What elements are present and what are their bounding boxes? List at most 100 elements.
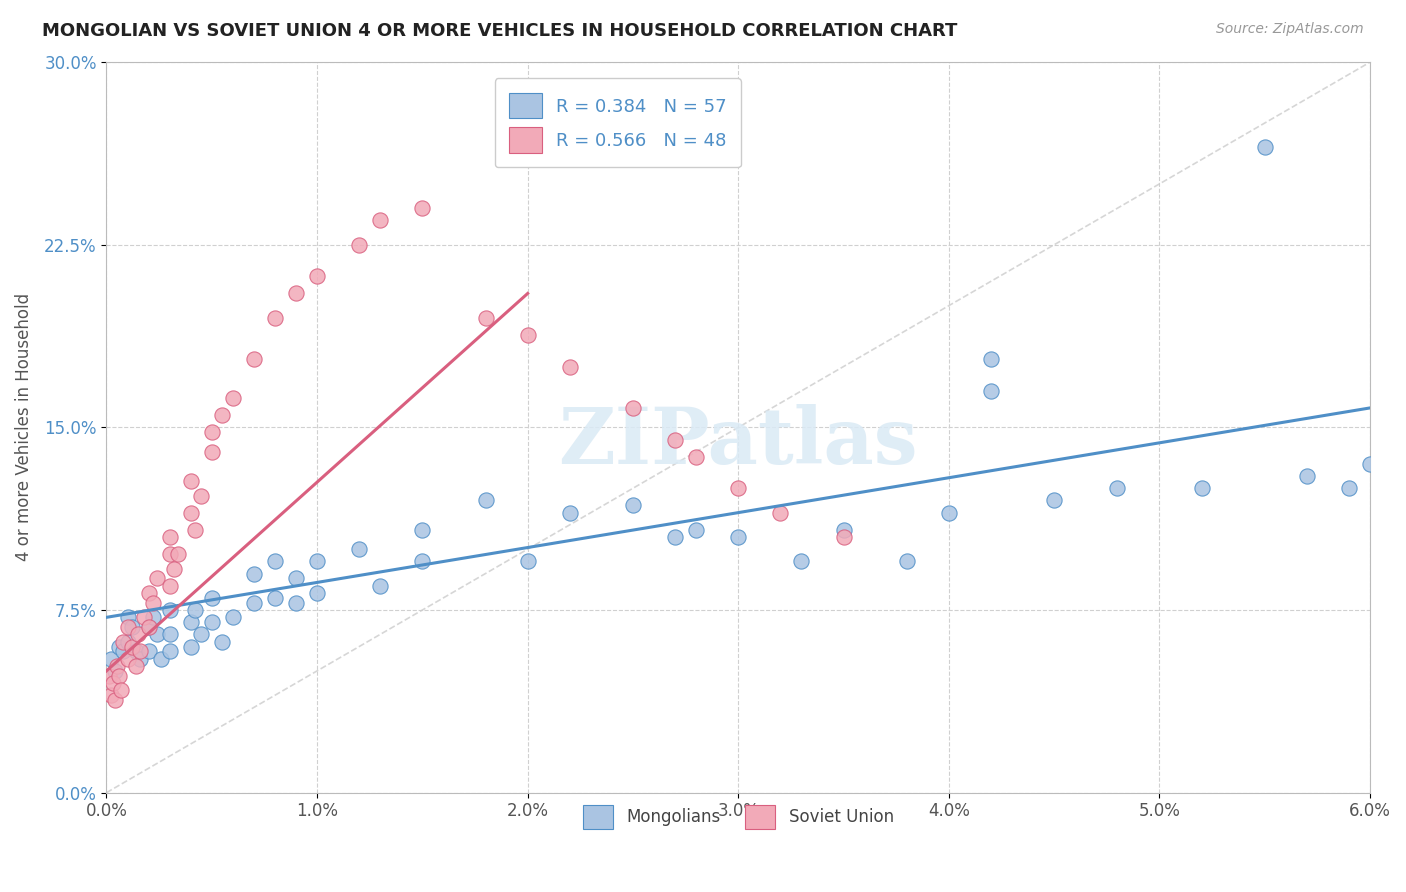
Point bbox=[211, 408, 233, 422]
Point bbox=[685, 523, 707, 537]
Point bbox=[167, 547, 190, 561]
Legend: Mongolians, Soviet Union: Mongolians, Soviet Union bbox=[576, 798, 900, 836]
Point bbox=[621, 499, 644, 513]
Point bbox=[938, 506, 960, 520]
Text: Source: ZipAtlas.com: Source: ZipAtlas.com bbox=[1216, 22, 1364, 37]
Point bbox=[138, 620, 160, 634]
Point bbox=[146, 627, 169, 641]
Point bbox=[411, 523, 433, 537]
Point bbox=[285, 596, 308, 610]
Point bbox=[368, 213, 391, 227]
Point bbox=[474, 310, 496, 325]
Point bbox=[243, 352, 266, 367]
Point bbox=[159, 547, 181, 561]
Point bbox=[110, 683, 132, 698]
Point bbox=[159, 530, 181, 544]
Point bbox=[121, 640, 143, 654]
Point bbox=[104, 693, 127, 707]
Point bbox=[368, 579, 391, 593]
Point bbox=[980, 352, 1002, 367]
Point bbox=[727, 530, 749, 544]
Point bbox=[201, 444, 224, 458]
Point bbox=[222, 610, 245, 624]
Point bbox=[190, 627, 212, 641]
Point bbox=[129, 644, 152, 658]
Point bbox=[790, 554, 813, 568]
Point bbox=[117, 610, 139, 624]
Point bbox=[112, 634, 135, 648]
Point bbox=[1254, 140, 1277, 154]
Point bbox=[264, 591, 287, 605]
Point bbox=[558, 359, 581, 374]
Point bbox=[105, 659, 128, 673]
Point bbox=[112, 644, 135, 658]
Point bbox=[117, 634, 139, 648]
Point bbox=[411, 554, 433, 568]
Point bbox=[307, 586, 329, 600]
Point bbox=[285, 286, 308, 301]
Point bbox=[146, 571, 169, 585]
Point bbox=[104, 664, 127, 678]
Point bbox=[474, 493, 496, 508]
Point bbox=[1043, 493, 1066, 508]
Point bbox=[180, 640, 202, 654]
Point bbox=[129, 651, 152, 665]
Point bbox=[134, 610, 156, 624]
Point bbox=[621, 401, 644, 415]
Point bbox=[201, 591, 224, 605]
Point bbox=[125, 659, 148, 673]
Point bbox=[127, 627, 149, 641]
Point bbox=[138, 620, 160, 634]
Point bbox=[980, 384, 1002, 398]
Point bbox=[211, 634, 233, 648]
Point bbox=[142, 596, 165, 610]
Point bbox=[180, 474, 202, 488]
Point bbox=[307, 269, 329, 284]
Point bbox=[97, 669, 120, 683]
Point bbox=[896, 554, 918, 568]
Point bbox=[159, 579, 181, 593]
Point bbox=[180, 506, 202, 520]
Text: MONGOLIAN VS SOVIET UNION 4 OR MORE VEHICLES IN HOUSEHOLD CORRELATION CHART: MONGOLIAN VS SOVIET UNION 4 OR MORE VEHI… bbox=[42, 22, 957, 40]
Point bbox=[150, 651, 173, 665]
Point bbox=[159, 603, 181, 617]
Point bbox=[138, 644, 160, 658]
Point bbox=[138, 586, 160, 600]
Point bbox=[117, 651, 139, 665]
Point bbox=[516, 327, 538, 342]
Point bbox=[285, 571, 308, 585]
Y-axis label: 4 or more Vehicles in Household: 4 or more Vehicles in Household bbox=[15, 293, 32, 561]
Point bbox=[201, 615, 224, 630]
Point bbox=[121, 620, 143, 634]
Point bbox=[159, 627, 181, 641]
Point bbox=[411, 201, 433, 215]
Point bbox=[1337, 481, 1360, 495]
Point bbox=[180, 615, 202, 630]
Point bbox=[516, 554, 538, 568]
Point bbox=[664, 433, 686, 447]
Point bbox=[264, 554, 287, 568]
Point bbox=[832, 523, 855, 537]
Point bbox=[347, 542, 370, 557]
Point bbox=[264, 310, 287, 325]
Point bbox=[108, 640, 131, 654]
Point bbox=[184, 603, 207, 617]
Point bbox=[184, 523, 207, 537]
Point bbox=[347, 237, 370, 252]
Point bbox=[142, 610, 165, 624]
Point bbox=[307, 554, 329, 568]
Point bbox=[1296, 469, 1319, 483]
Point bbox=[769, 506, 792, 520]
Point bbox=[117, 620, 139, 634]
Point bbox=[100, 651, 122, 665]
Point bbox=[664, 530, 686, 544]
Point bbox=[1107, 481, 1129, 495]
Point bbox=[201, 425, 224, 440]
Point bbox=[190, 489, 212, 503]
Point bbox=[163, 561, 186, 575]
Point bbox=[101, 676, 124, 690]
Text: ZIPatlas: ZIPatlas bbox=[558, 404, 918, 480]
Point bbox=[685, 450, 707, 464]
Point bbox=[727, 481, 749, 495]
Point bbox=[243, 566, 266, 581]
